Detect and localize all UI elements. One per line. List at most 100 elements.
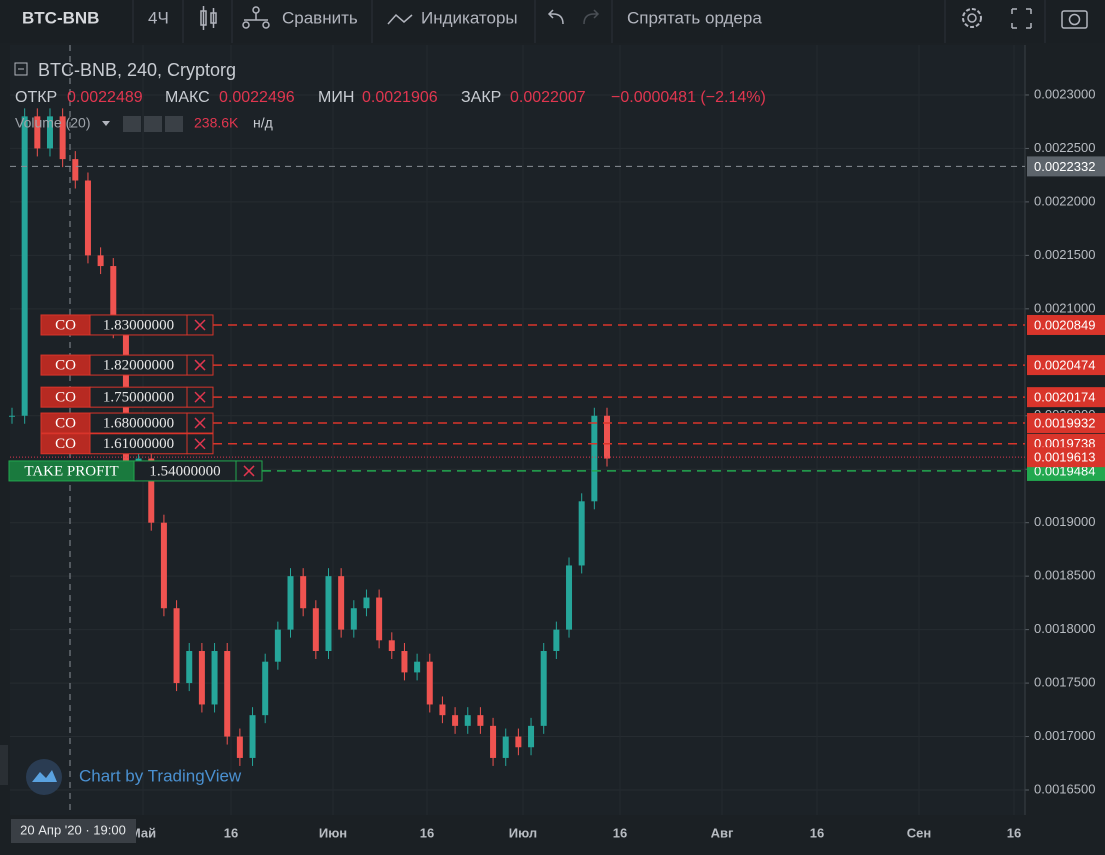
candle <box>173 608 180 684</box>
current-price-label: 0.0019613 <box>1034 450 1095 465</box>
candle <box>502 736 509 758</box>
candle <box>224 651 231 737</box>
candle <box>249 715 256 758</box>
crosshair-price-label: 0.0022332 <box>1034 159 1095 174</box>
candle <box>591 415 598 502</box>
redo-button[interactable] <box>583 9 600 25</box>
y-tick-label: 0.0016500 <box>1034 781 1095 796</box>
candle <box>148 458 155 523</box>
grid: 0.0016500 0.0017000 0.0017500 0.0018000 0.00… <box>10 45 1095 815</box>
order-type: CO <box>55 436 76 452</box>
current-price-tag <box>1027 447 1105 468</box>
candle <box>401 651 408 673</box>
settings-button[interactable] <box>962 8 982 28</box>
open-value: 0.0022489 <box>67 89 143 106</box>
y-tick-label: 0.0021000 <box>1034 300 1095 315</box>
order-qty: 1.83000000 <box>103 317 174 333</box>
order-type: CO <box>55 390 76 406</box>
candle <box>426 661 433 705</box>
y-tick-label: 0.0023000 <box>1034 86 1095 101</box>
candle <box>34 116 41 149</box>
order-price-tag <box>1027 355 1105 376</box>
candle <box>515 736 522 748</box>
volume-menu[interactable] <box>102 121 110 126</box>
candle <box>312 608 319 652</box>
candle <box>110 266 117 331</box>
compare-button[interactable]: Сравнить <box>282 8 358 27</box>
watermark[interactable]: Chart by TradingView <box>79 766 242 785</box>
order-cancel-icon <box>194 391 206 403</box>
order-cancel-icon <box>194 438 206 450</box>
order-price-label: 0.0020849 <box>1034 317 1095 332</box>
time-axis <box>0 815 1105 850</box>
fullscreen-button[interactable] <box>1011 8 1032 29</box>
screenshot-button[interactable] <box>1061 10 1088 29</box>
candle <box>350 608 357 630</box>
y-tick-label: 0.0018500 <box>1034 568 1095 583</box>
candle <box>388 640 395 652</box>
undo-button[interactable] <box>547 9 564 25</box>
candle <box>84 180 91 256</box>
crosshair-price-tag <box>1027 156 1105 177</box>
indicators-button[interactable]: Индикаторы <box>421 8 518 27</box>
volume-na: н/д <box>253 115 273 131</box>
overlay: 0.0022332 CO 1.83000000 0.0020849 CO 1.820000… <box>8 45 1105 815</box>
order-type: CO <box>55 317 76 333</box>
order-cancel-icon <box>194 319 206 331</box>
candle <box>414 661 421 673</box>
interval-button[interactable]: 4Ч <box>148 8 169 27</box>
order-cancel-icon <box>194 359 206 371</box>
x-tick-label: Сен <box>907 825 931 840</box>
y-tick-label: 0.0021500 <box>1034 247 1095 262</box>
order-qty: 1.68000000 <box>103 415 174 431</box>
legend-title[interactable]: BTC-BNB, 240, Cryptorg <box>38 60 236 80</box>
volume-buttons[interactable] <box>123 116 183 132</box>
volume-label[interactable]: Volume (20) <box>15 115 90 131</box>
order-price-label: 0.0020474 <box>1034 358 1095 373</box>
candle <box>363 597 370 609</box>
low-value: 0.0021906 <box>362 89 438 106</box>
candle <box>376 597 383 641</box>
symbol-button[interactable]: BTC-BNB <box>22 8 99 27</box>
candle <box>72 159 79 181</box>
candle <box>186 651 193 684</box>
high-label: МАКС <box>165 89 210 106</box>
collapse-button[interactable] <box>14 62 28 76</box>
candle <box>59 116 66 160</box>
order-qty: 1.61000000 <box>103 436 174 452</box>
y-tick-label: 0.0017500 <box>1034 675 1095 690</box>
take-profit-cancel-icon <box>243 465 255 477</box>
candle <box>198 651 205 705</box>
volume-value: 238.6K <box>194 115 239 131</box>
x-tick-label: 16 <box>810 825 824 840</box>
crosshair-time: 20 Апр '20 · 19:00 <box>20 822 126 837</box>
x-tick-label: 16 <box>420 825 434 840</box>
x-tick-label: Июл <box>509 825 537 840</box>
tradingview-logo <box>26 759 62 795</box>
y-tick-label: 0.0022000 <box>1034 193 1095 208</box>
toolbar-separators <box>132 0 1046 43</box>
compare-icon[interactable] <box>242 6 270 29</box>
x-tick-label: 16 <box>613 825 627 840</box>
candle <box>540 651 547 726</box>
side-toggle[interactable] <box>0 745 8 785</box>
candle <box>528 725 535 748</box>
candle <box>553 629 560 652</box>
candle <box>236 736 243 758</box>
candle <box>604 415 610 459</box>
candle <box>452 715 459 726</box>
candle <box>274 629 281 662</box>
x-tick-label: Авг <box>711 825 734 840</box>
candle-type-button[interactable] <box>200 6 217 30</box>
candle <box>300 576 307 609</box>
candle <box>211 651 218 705</box>
hide-orders-button[interactable]: Спрятать ордера <box>627 8 762 27</box>
change-value: −0.0000481 (−2.14%) <box>611 89 766 106</box>
candle <box>566 565 573 630</box>
candle <box>464 715 471 726</box>
y-tick-label: 0.0022500 <box>1034 140 1095 155</box>
indicators-icon[interactable] <box>387 13 413 25</box>
crosshair-time-tag <box>11 819 136 843</box>
x-tick-label: 16 <box>224 825 238 840</box>
open-label: ОТКР <box>15 89 57 106</box>
